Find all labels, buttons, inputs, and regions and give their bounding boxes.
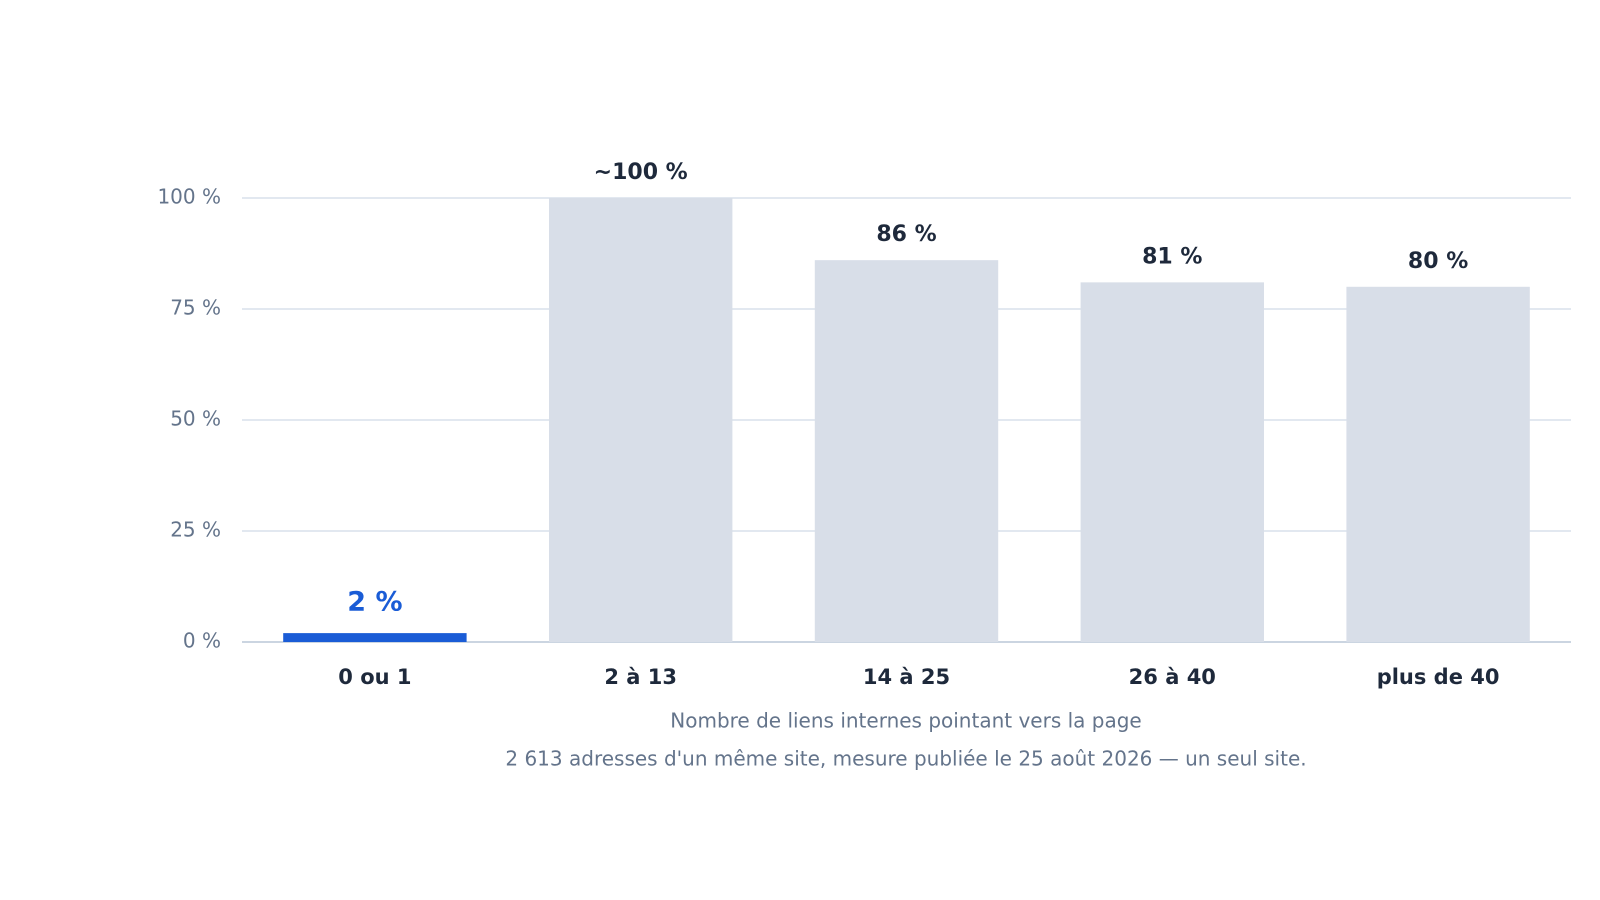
y-tick-label: 50 %: [170, 407, 221, 431]
x-tick-label: plus de 40: [1377, 665, 1500, 689]
y-tick-label: 100 %: [157, 185, 221, 209]
x-tick-label: 26 à 40: [1129, 665, 1216, 689]
value-label: 81 %: [1142, 244, 1202, 269]
x-tick-label: 0 ou 1: [338, 665, 411, 689]
x-tick-label: 2 à 13: [604, 665, 677, 689]
y-tick-label: 75 %: [170, 296, 221, 320]
value-label: 80 %: [1408, 249, 1468, 274]
value-label: 86 %: [876, 222, 936, 247]
value-label: 2 %: [347, 587, 402, 618]
bar: [814, 260, 999, 642]
bar: [1080, 282, 1265, 642]
y-tick-label: 0 %: [183, 629, 221, 653]
value-label: ~100 %: [594, 160, 688, 185]
y-tick-label: 25 %: [170, 518, 221, 542]
bar: [283, 633, 467, 642]
x-tick-label: 14 à 25: [863, 665, 950, 689]
bar: [548, 198, 733, 642]
bar: [1346, 286, 1530, 642]
x-axis-label: Nombre de liens internes pointant vers l…: [670, 709, 1141, 733]
note: 2 613 adresses d'un même site, mesure pu…: [505, 747, 1306, 771]
